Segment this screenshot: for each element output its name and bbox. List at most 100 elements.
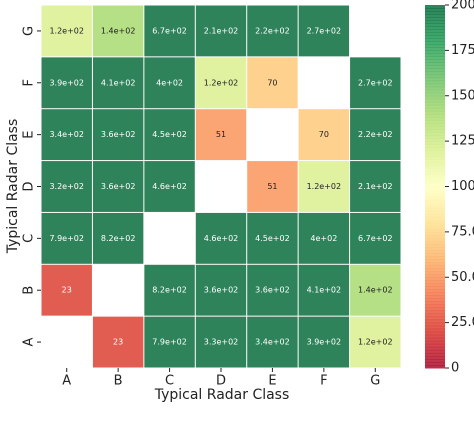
colorbar-segment [425, 256, 445, 260]
colorbar-segment [425, 41, 445, 45]
cell-label: 3.2e+02 [49, 182, 84, 191]
heatmap-cell [144, 57, 195, 109]
cell-label: 70 [267, 78, 277, 87]
colorbar-segment [425, 325, 445, 330]
colorbar-segment [425, 343, 445, 348]
y-tick-label: C [22, 234, 37, 243]
cell-label: 2.7e+02 [307, 26, 342, 35]
colorbar-segment [425, 328, 445, 333]
cell-label: 8.2e+02 [152, 286, 187, 295]
x-tick-label: G [370, 374, 380, 389]
heatmap-cell [247, 316, 298, 368]
x-tick-label: D [216, 374, 226, 389]
colorbar-segment [425, 228, 445, 233]
cell-label: 4e+02 [310, 234, 337, 243]
colorbar-segment [425, 47, 445, 51]
x-axis-title: Typical Radar Class [154, 387, 290, 403]
colorbar-segment [425, 289, 445, 293]
colorbar-segment [425, 32, 445, 36]
colorbar-segment [425, 213, 445, 218]
colorbar-segment [425, 231, 445, 236]
colorbar-segment [425, 110, 445, 115]
colorbar-segment [425, 116, 445, 121]
heatmap-cell [144, 109, 195, 161]
heatmap-cell [350, 264, 401, 316]
heatmap-cell [247, 57, 298, 109]
heatmap-cell [41, 264, 92, 316]
colorbar-segment [425, 144, 445, 148]
cell-label: 4.6e+02 [204, 234, 239, 243]
y-tick-label: A [22, 338, 37, 347]
colorbar-segment [425, 50, 445, 54]
colorbar-segment [425, 17, 445, 21]
cell-label: 1.4e+02 [358, 286, 393, 295]
colorbar-segment [425, 216, 445, 221]
heatmap-cell [92, 57, 144, 109]
heatmap-cell [350, 212, 401, 264]
heatmap-cell [195, 212, 247, 264]
colorbar-segment [425, 307, 445, 312]
colorbar-segment [425, 250, 445, 254]
colorbar-segment [425, 195, 445, 200]
colorbar-segment [425, 201, 445, 206]
colorbar-segment [425, 65, 445, 70]
y-tick-label: F [22, 79, 37, 86]
colorbar-segment [425, 280, 445, 284]
colorbar-segment [425, 271, 445, 275]
colorbar-tick-label: 50.0 [451, 270, 474, 285]
cell-label: 4.5e+02 [152, 130, 187, 139]
colorbar-segment [425, 113, 445, 118]
cell-label: 2.2e+02 [358, 130, 393, 139]
heatmap-cell [92, 212, 144, 264]
colorbar-segment [425, 141, 445, 145]
cell-label: 7.9e+02 [49, 234, 84, 243]
cell-label: 3.4e+02 [255, 338, 290, 347]
colorbar-segment [425, 132, 445, 136]
cell-label: 1.4e+02 [101, 26, 136, 35]
colorbar-segment [425, 361, 445, 366]
colorbar-segment [425, 129, 445, 133]
cell-label: 70 [319, 130, 329, 139]
heatmap-cell [298, 264, 350, 316]
heatmap-cell [92, 316, 144, 368]
colorbar-segment [425, 295, 445, 299]
colorbar-tick-label: 75.0 [451, 224, 474, 239]
colorbar-segment [425, 38, 445, 42]
cell-label: 51 [216, 130, 226, 139]
colorbar-segment [425, 253, 445, 257]
cell-label: 3.9e+02 [307, 338, 342, 347]
colorbar-segment [425, 5, 445, 9]
cell-label: 4.1e+02 [101, 78, 136, 87]
colorbar-segment [425, 107, 445, 112]
colorbar-segment [425, 11, 445, 15]
cell-label: 2.7e+02 [358, 78, 393, 87]
colorbar-segment [425, 26, 445, 30]
heatmap-cell [298, 212, 350, 264]
colorbar-segment [425, 119, 445, 124]
colorbar-segment [425, 340, 445, 345]
colorbar-segment [425, 259, 445, 263]
colorbar-segment [425, 89, 445, 94]
colorbar-segment [425, 334, 445, 339]
colorbar-segment [425, 358, 445, 363]
colorbar-segment [425, 35, 445, 39]
colorbar-segment [425, 319, 445, 324]
colorbar-segment [425, 183, 445, 187]
colorbar-segment [425, 59, 445, 63]
colorbar-tick-label: 125.0 [451, 134, 474, 149]
colorbar-segment [425, 165, 445, 169]
cell-label: 4.5e+02 [255, 234, 290, 243]
y-tick-label: B [22, 286, 37, 295]
cell-label: 3.3e+02 [204, 338, 239, 347]
colorbar-segment [425, 277, 445, 281]
colorbar-segment [425, 310, 445, 315]
cell-label: 3.6e+02 [101, 130, 136, 139]
y-axis-title: Typical Radar Class [5, 119, 21, 255]
heatmap-cell [41, 57, 92, 109]
x-tick-label: C [165, 374, 174, 389]
colorbar-segment [425, 168, 445, 172]
colorbar-segment [425, 301, 445, 305]
colorbar-segment [425, 225, 445, 230]
cell-label: 6.7e+02 [358, 234, 393, 243]
